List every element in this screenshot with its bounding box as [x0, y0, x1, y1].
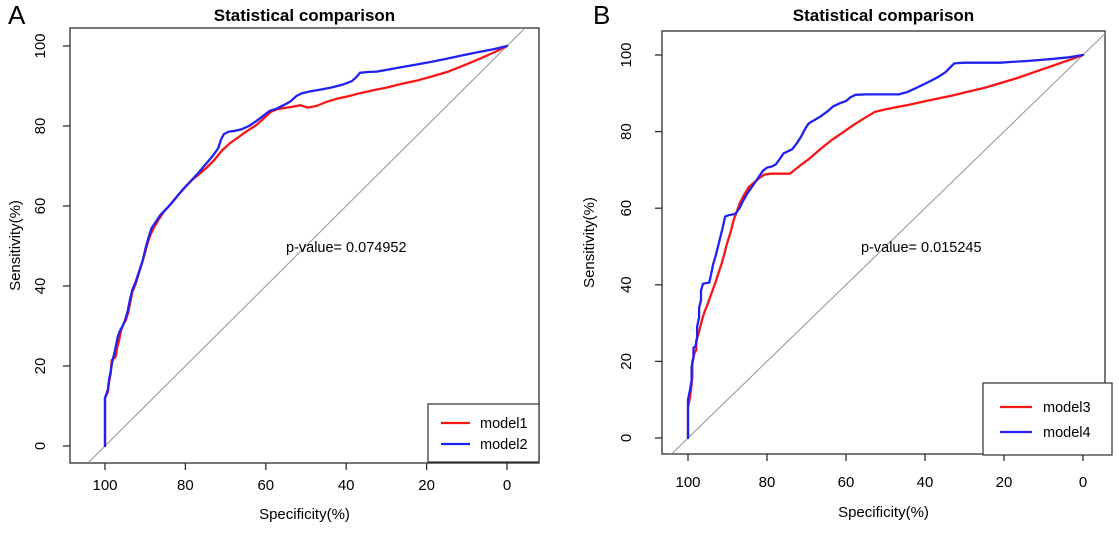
y-axis-tick-label: 60 [618, 200, 635, 217]
y-axis-tick-label: 80 [618, 123, 635, 140]
panel-a-letter-label: A [8, 0, 26, 30]
panel-b-x-axis-label: Specificity(%) [838, 504, 929, 521]
roc-panel-a: 100 80 60 40 20 0 0 20 40 60 80 100 Statistical comp… [7, 0, 540, 523]
y-axis-tick-label: 60 [32, 198, 49, 215]
panel-a-title: Statistical comparison [214, 6, 395, 25]
x-axis-tick-label: 20 [418, 477, 435, 494]
panel-b-title: Statistical comparison [793, 6, 974, 25]
panel-b-plot-frame [661, 30, 1106, 455]
panel-a-y-axis-label: Sensitivity(%) [7, 200, 24, 291]
y-axis-tick-label: 40 [618, 276, 635, 293]
x-axis-tick-label: 80 [759, 474, 776, 491]
x-axis-tick-label: 60 [257, 477, 274, 494]
panel-b-y-axis-label: Sensitivity(%) [581, 197, 598, 288]
panel-b-legend-box [982, 382, 1113, 456]
x-axis-tick-label: 80 [177, 477, 194, 494]
x-axis-tick-label: 20 [996, 474, 1013, 491]
roc-curve-model2 [103, 44, 509, 448]
panel-a-x-axis-label: Specificity(%) [259, 506, 350, 523]
x-axis-tick-label: 0 [1079, 474, 1087, 491]
x-axis-tick-label: 40 [338, 477, 355, 494]
legend-label-model1: model1 [480, 416, 528, 432]
x-axis-tick-label: 60 [838, 474, 855, 491]
panel-b-diagonal-reference-line [670, 32, 1105, 454]
y-axis-tick-label: 100 [32, 33, 49, 58]
x-axis-tick-label: 40 [917, 474, 934, 491]
x-axis-tick-label: 100 [92, 477, 117, 494]
panel-a-plot-frame [69, 27, 540, 464]
roc-panel-b: 100 80 60 40 20 0 0 20 40 60 80 100 Statistical comp… [581, 0, 1113, 521]
y-axis-tick-label: 80 [32, 118, 49, 135]
panel-a-p-value-annotation: p-value= 0.074952 [286, 240, 407, 256]
x-axis-tick-label: 0 [503, 477, 511, 494]
legend-label-model3: model3 [1043, 400, 1091, 416]
legend-label-model4: model4 [1043, 425, 1091, 441]
legend-label-model2: model2 [480, 437, 528, 453]
panel-b-p-value-annotation: p-value= 0.015245 [861, 240, 982, 256]
roc-curve-model4 [686, 53, 1085, 440]
y-axis-tick-label: 100 [618, 42, 635, 67]
panel-a-legend-box [427, 403, 540, 463]
y-axis-tick-label: 0 [32, 442, 49, 450]
panel-b-letter-label: B [593, 0, 610, 30]
y-axis-tick-label: 20 [32, 358, 49, 375]
x-axis-tick-label: 100 [675, 474, 700, 491]
roc-curve-model3 [686, 53, 1085, 440]
y-axis-tick-label: 40 [32, 278, 49, 295]
panel-a-diagonal-reference-line [87, 28, 526, 463]
roc-curve-model1 [103, 44, 509, 448]
y-axis-tick-label: 0 [618, 434, 635, 442]
y-axis-tick-label: 20 [618, 353, 635, 370]
